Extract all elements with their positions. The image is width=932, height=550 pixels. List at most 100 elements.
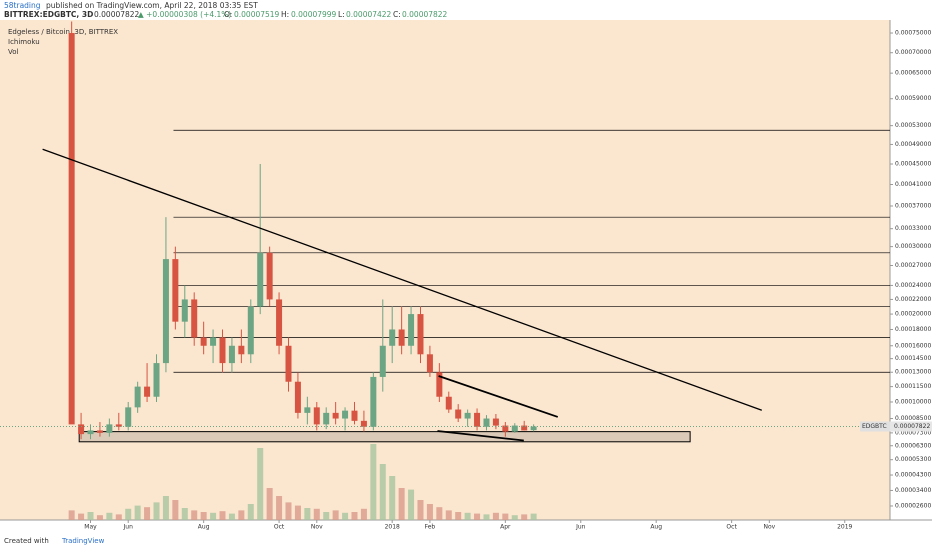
candle-body <box>200 337 207 346</box>
y-tick-label: 0.00008500 <box>895 415 931 422</box>
volume-bar <box>426 504 433 520</box>
candle-body <box>294 381 301 413</box>
candle-body <box>247 306 254 355</box>
x-tick-label: 2018 <box>385 524 400 531</box>
candle-body <box>342 410 349 419</box>
footer-brand[interactable]: TradingView <box>61 537 105 545</box>
y-tick-label: 0.00059000 <box>895 95 931 102</box>
y-tick-label: 0.00037000 <box>895 202 931 209</box>
volume-bar <box>294 505 301 520</box>
candle-body <box>521 425 528 431</box>
candle-body <box>332 412 339 419</box>
candle-body <box>191 299 198 338</box>
candle-body <box>530 426 537 431</box>
volume-bar <box>502 513 509 520</box>
volume-bar <box>87 512 94 520</box>
symbol: BITTREX:EDGBTC, 3D <box>4 10 93 19</box>
candle-body <box>172 259 179 322</box>
legend-entry: Vol <box>8 48 19 56</box>
volume-bar <box>492 512 499 520</box>
y-tick-label: 0.00013000 <box>895 369 931 376</box>
volume-bar <box>181 508 188 520</box>
volume-bar <box>455 512 462 520</box>
y-tick-label: 0.00005300 <box>895 456 931 463</box>
candle-body <box>464 412 471 419</box>
candle-body <box>492 418 499 426</box>
y-tick-label: 0.00010000 <box>895 398 931 405</box>
volume-bar <box>511 515 518 520</box>
candle-body <box>106 424 113 433</box>
candle-body <box>323 412 330 425</box>
candle-body <box>474 412 481 427</box>
volume-bar <box>389 476 396 520</box>
x-tick-label: Oct <box>726 524 737 531</box>
volume-bar <box>332 510 339 520</box>
candle-body <box>285 345 292 382</box>
change: ▲ +0.00000308 (+4.1%) <box>138 10 231 19</box>
x-tick-label: Jun <box>575 524 586 531</box>
volume-bar <box>521 514 528 520</box>
candle-body <box>445 396 452 410</box>
candle-body <box>219 337 226 364</box>
candle-body <box>379 345 386 377</box>
l-label: L: <box>338 10 345 19</box>
o: 0.00007519 <box>234 10 280 19</box>
volume-bar <box>530 513 537 520</box>
candle-body <box>134 386 141 408</box>
volume-bar <box>285 502 292 520</box>
candle-body <box>96 430 103 433</box>
x-tick-label: Nov <box>763 524 775 531</box>
volume-bar <box>408 489 415 520</box>
volume-bar <box>172 500 179 520</box>
candle-body <box>153 363 160 397</box>
volume-bar <box>125 508 132 520</box>
footer-created: Created with <box>4 537 49 545</box>
candle-body <box>144 386 151 397</box>
y-tick-label: 0.00024000 <box>895 282 931 289</box>
candle-body <box>162 259 169 364</box>
volume-bar <box>304 508 311 520</box>
volume-bar <box>200 512 207 520</box>
y-tick-label: 0.00003400 <box>895 487 931 494</box>
volume-bar <box>379 464 386 520</box>
volume-bar <box>445 510 452 520</box>
volume-bar <box>370 444 377 520</box>
candle-body <box>257 252 264 307</box>
author[interactable]: 58trading <box>4 1 41 10</box>
y-tick-label: 0.00045000 <box>895 161 931 168</box>
volume-bar <box>106 512 113 520</box>
candle-body <box>436 372 443 397</box>
volume-bar <box>247 504 254 520</box>
candle-body <box>483 418 490 427</box>
price-tag-bg <box>860 421 890 432</box>
trendline <box>437 430 524 442</box>
candle-body <box>68 33 75 425</box>
candle-body <box>125 407 132 427</box>
x-tick-label: Jun <box>123 524 134 531</box>
volume-bar <box>78 513 85 520</box>
plot <box>0 21 890 520</box>
volume-bar <box>162 496 169 520</box>
y-tick-label: 0.00075000 <box>895 30 931 37</box>
volume-bar <box>257 448 264 520</box>
legend-entry: Edgeless / Bitcoin, 3D, BITTREX <box>8 28 118 36</box>
volume-bar <box>464 512 471 520</box>
support-box <box>78 431 691 443</box>
y-tick-label: 0.00014500 <box>895 355 931 362</box>
candle-body <box>360 420 367 427</box>
y-tick-label: 0.00004300 <box>895 472 931 479</box>
volume-bar <box>134 505 141 520</box>
h: 0.00007999 <box>291 10 337 19</box>
volume-bar <box>228 513 235 520</box>
volume-bar <box>68 510 75 520</box>
price-tag-name: EDGBTC <box>862 423 887 430</box>
last: 0.00007822 <box>94 10 140 19</box>
candle-body <box>304 407 311 413</box>
volume-bar <box>144 507 151 520</box>
x-tick-label: Oct <box>274 524 285 531</box>
price-tag-value: 0.00007822 <box>894 423 930 430</box>
volume-bar <box>238 510 245 520</box>
y-tick-label: 0.00020000 <box>895 311 931 318</box>
c: 0.00007822 <box>402 10 448 19</box>
candle-body <box>313 407 320 425</box>
